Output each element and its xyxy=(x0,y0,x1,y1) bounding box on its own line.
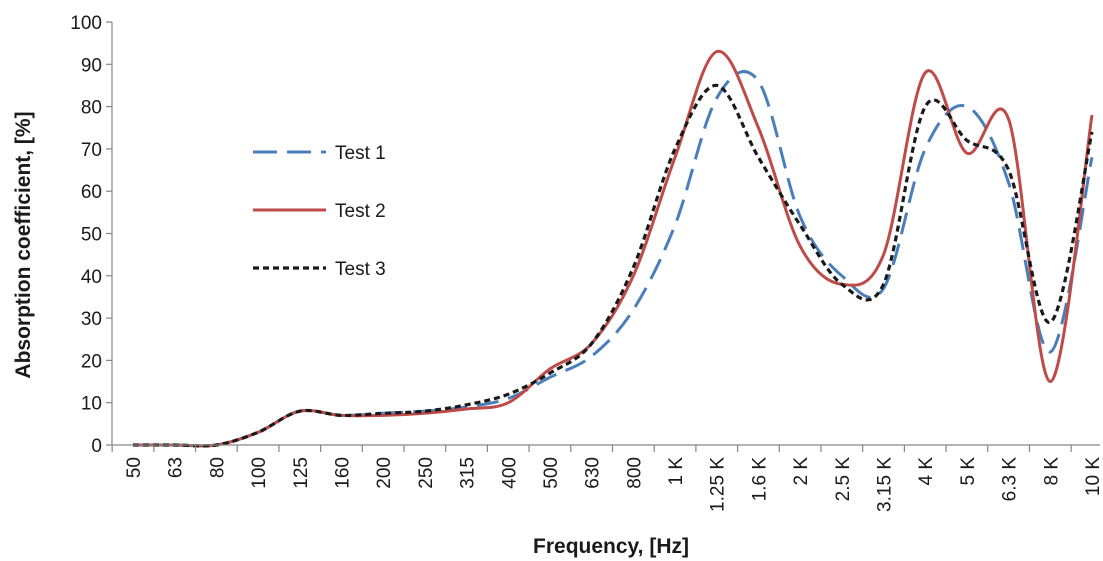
series-line-1 xyxy=(133,70,1094,448)
x-tick-label: 1.6 K xyxy=(749,457,770,502)
x-tick-label: 800 xyxy=(624,457,645,489)
y-axis-title: Absorption coefficient, [%] xyxy=(12,111,35,378)
x-tick-label: 5 K xyxy=(958,457,979,486)
y-tick-label: 50 xyxy=(81,225,102,246)
x-tick-label: 80 xyxy=(207,457,228,478)
y-tick-label: 80 xyxy=(81,98,102,119)
x-tick-label: 4 K xyxy=(916,457,937,486)
y-tick-label: 100 xyxy=(70,13,102,34)
tick-labels: 0 10 20 30 40 50 60 70 80 90 100 50 63 80 100 125 160 200… xyxy=(70,13,1103,512)
y-tick-label: 20 xyxy=(81,351,102,372)
legend-label-1: Test 1 xyxy=(335,143,386,164)
x-tick-label: 63 xyxy=(166,457,187,478)
x-tick-label: 630 xyxy=(583,457,604,489)
x-tick-label: 50 xyxy=(124,457,145,478)
x-tick-label: 315 xyxy=(458,457,479,489)
axes xyxy=(106,21,1100,452)
x-tick-label: 3.15 K xyxy=(875,457,896,512)
plot-area xyxy=(133,50,1094,448)
x-tick-label: 6.3 K xyxy=(1000,457,1021,502)
x-tick-label: 2.5 K xyxy=(833,457,854,502)
series-line-3 xyxy=(133,83,1094,448)
y-tick-label: 10 xyxy=(81,394,102,415)
x-tick-label: 1 K xyxy=(666,457,687,486)
legend-label-2: Test 2 xyxy=(335,201,386,222)
x-tick-label: 100 xyxy=(249,457,270,489)
x-tick-label: 2 K xyxy=(791,457,812,486)
x-tick-label: 400 xyxy=(499,457,520,489)
x-tick-label: 200 xyxy=(374,457,395,489)
y-tick-label: 0 xyxy=(91,436,102,457)
x-tick-label: 250 xyxy=(416,457,437,489)
y-tick-label: 40 xyxy=(81,267,102,288)
x-tick-label: 125 xyxy=(291,457,312,489)
y-tick-label: 90 xyxy=(81,55,102,76)
x-tick-label: 1.25 K xyxy=(708,457,729,512)
x-tick-label: 10 K xyxy=(1083,457,1103,496)
x-tick-label: 8 K xyxy=(1041,457,1062,486)
x-tick-label: 500 xyxy=(541,457,562,489)
series-line-2 xyxy=(133,50,1094,448)
legend-label-3: Test 3 xyxy=(335,259,386,280)
y-tick-label: 30 xyxy=(81,309,102,330)
x-tick-label: 160 xyxy=(332,457,353,489)
y-tick-label: 60 xyxy=(81,182,102,203)
y-tick-label: 70 xyxy=(81,140,102,161)
legend: Test 1 Test 2 Test 3 xyxy=(253,143,386,280)
x-axis-title: Frequency, [Hz] xyxy=(533,535,689,558)
